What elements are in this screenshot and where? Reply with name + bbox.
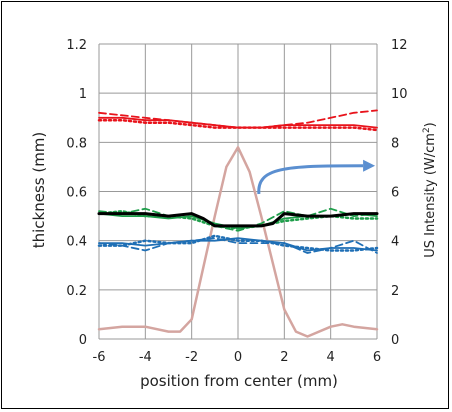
series-line-blue-dot (97, 234, 379, 252)
grid (98, 43, 378, 340)
arrow-head (363, 159, 376, 172)
series-line-black-solid (97, 212, 379, 228)
y-left-tick-label: 0.8 (66, 136, 87, 151)
y-axis-title-right-main: US Intensity (W/cm (423, 133, 438, 258)
y-right-tick-label: 0 (391, 333, 399, 348)
y-axis-left-ticks: 0 0.2 0.4 0.6 0.8 1 1.2 (66, 38, 87, 348)
x-tick-label: -4 (139, 350, 152, 365)
series-line-red-dot (97, 118, 379, 132)
annotation-arrow (257, 159, 376, 195)
y-axis-title-right-sup: 2 (422, 127, 432, 133)
y-left-tick-label: 1.2 (66, 38, 87, 53)
y-axis-title-right: US Intensity (W/cm2) (422, 122, 438, 258)
x-tick-label: 4 (327, 350, 335, 365)
y-left-tick-label: 0 (79, 333, 87, 348)
series-line-intensity-solid (97, 146, 379, 338)
y-axis-title-right-end: ) (423, 122, 438, 127)
y-right-tick-label: 12 (391, 38, 408, 53)
y-left-tick-label: 0.6 (66, 186, 87, 201)
y-axis-title-left: thickness (mm) (30, 132, 48, 249)
y-left-tick-label: 1 (79, 87, 87, 102)
x-tick-label: -6 (93, 350, 106, 365)
series-group (97, 109, 379, 338)
y-right-tick-label: 6 (391, 186, 399, 201)
y-left-tick-label: 0.4 (66, 235, 87, 250)
arrow-shaft (257, 164, 364, 195)
x-tick-label: -2 (185, 350, 198, 365)
y-right-tick-label: 4 (391, 235, 399, 250)
y-right-tick-label: 8 (391, 136, 399, 151)
x-tick-label: 2 (280, 350, 288, 365)
x-tick-label: 6 (373, 350, 381, 365)
series-line-green-dash (98, 207, 378, 232)
x-axis-ticks: -6 -4 -2 0 2 4 6 (93, 350, 382, 365)
series-line-blue-dash (98, 237, 378, 254)
y-axis-right-ticks: 0 2 4 6 8 10 12 (391, 38, 408, 348)
y-right-tick-label: 10 (391, 87, 408, 102)
y-left-tick-label: 0.2 (66, 284, 87, 299)
x-tick-label: 0 (234, 350, 242, 365)
y-right-tick-label: 2 (391, 284, 399, 299)
x-axis-title: position from center (mm) (140, 372, 338, 390)
